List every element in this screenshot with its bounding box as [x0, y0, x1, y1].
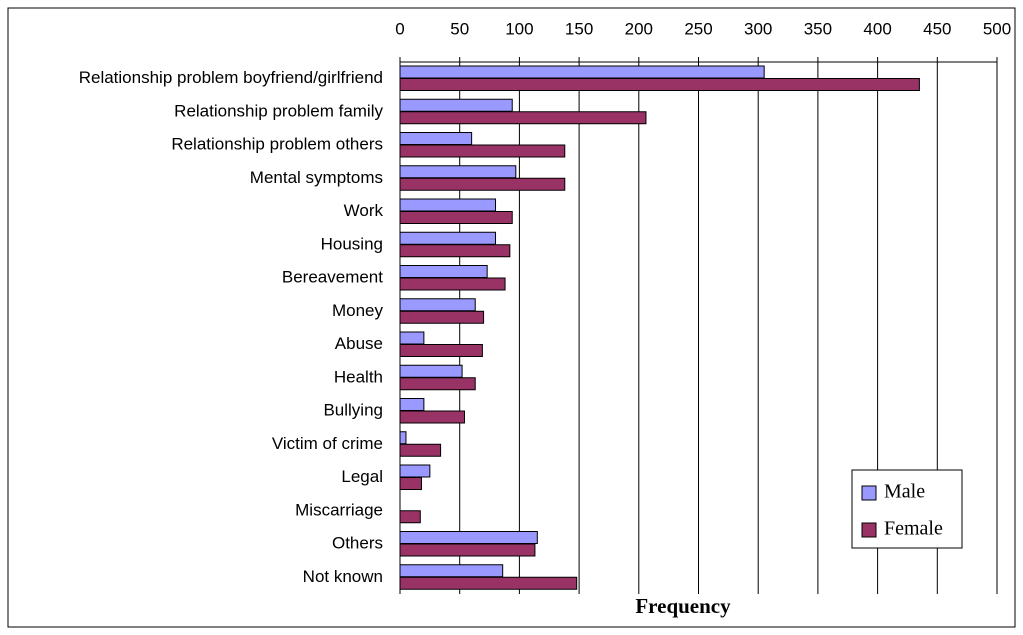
y-tick-label: Others [332, 534, 383, 553]
bar [399, 265, 488, 278]
x-tick-label: 500 [983, 19, 1011, 38]
bar [399, 543, 536, 557]
bar [399, 431, 407, 445]
bar [399, 198, 497, 212]
bar [399, 111, 647, 125]
bar [399, 231, 497, 245]
y-tick-label: Relationship problem others [171, 135, 383, 154]
x-tick-label: 250 [684, 19, 712, 38]
y-tick-label: Bereavement [282, 268, 383, 287]
bar [399, 177, 566, 191]
bar [399, 477, 422, 490]
y-tick-label: Miscarriage [295, 500, 383, 519]
y-tick-label: Health [334, 367, 383, 386]
bar [399, 98, 513, 112]
y-tick-label: Not known [303, 567, 383, 586]
bar [399, 244, 511, 258]
x-tick-label: 300 [744, 19, 772, 38]
bar [399, 410, 465, 424]
bar [399, 78, 920, 91]
x-tick-label: 50 [450, 19, 469, 38]
y-tick-label: Legal [341, 467, 383, 486]
bar [399, 377, 476, 391]
y-tick-label: Relationship problem boyfriend/girlfrien… [79, 68, 383, 87]
bar [399, 65, 765, 79]
bar [399, 364, 463, 378]
y-tick-label: Relationship problem family [174, 101, 383, 120]
y-tick-label: Mental symptoms [250, 168, 383, 187]
x-tick-label: 400 [863, 19, 891, 38]
x-tick-label: 100 [505, 19, 533, 38]
bar [399, 398, 425, 411]
bar [399, 443, 442, 457]
x-tick-label: 350 [804, 19, 832, 38]
x-tick-label: 200 [625, 19, 653, 38]
y-tick-label: Housing [321, 234, 383, 253]
bar [399, 277, 506, 291]
bar [399, 211, 513, 224]
legend-label: Male [884, 481, 925, 503]
bar [399, 310, 485, 324]
bar [399, 464, 431, 478]
bar [399, 331, 425, 345]
y-tick-label: Work [344, 201, 384, 220]
bar [399, 344, 483, 357]
bar [399, 510, 421, 524]
y-tick-label: Victim of crime [272, 434, 383, 453]
bar [399, 531, 538, 544]
legend-swatch [861, 522, 877, 538]
y-tick-label: Bullying [323, 401, 383, 420]
bar [399, 298, 476, 312]
x-tick-label: 150 [565, 19, 593, 38]
bar [399, 132, 473, 145]
bar [399, 564, 504, 578]
x-tick-label: 0 [395, 19, 404, 38]
bar [399, 144, 566, 158]
x-axis-title: Frequency [635, 594, 731, 618]
legend-swatch [861, 485, 877, 501]
bar [399, 165, 517, 179]
y-tick-label: Abuse [335, 334, 383, 353]
x-tick-label: 450 [923, 19, 951, 38]
legend-label: Female [884, 518, 943, 540]
y-tick-label: Money [332, 301, 384, 320]
bar [399, 576, 578, 590]
